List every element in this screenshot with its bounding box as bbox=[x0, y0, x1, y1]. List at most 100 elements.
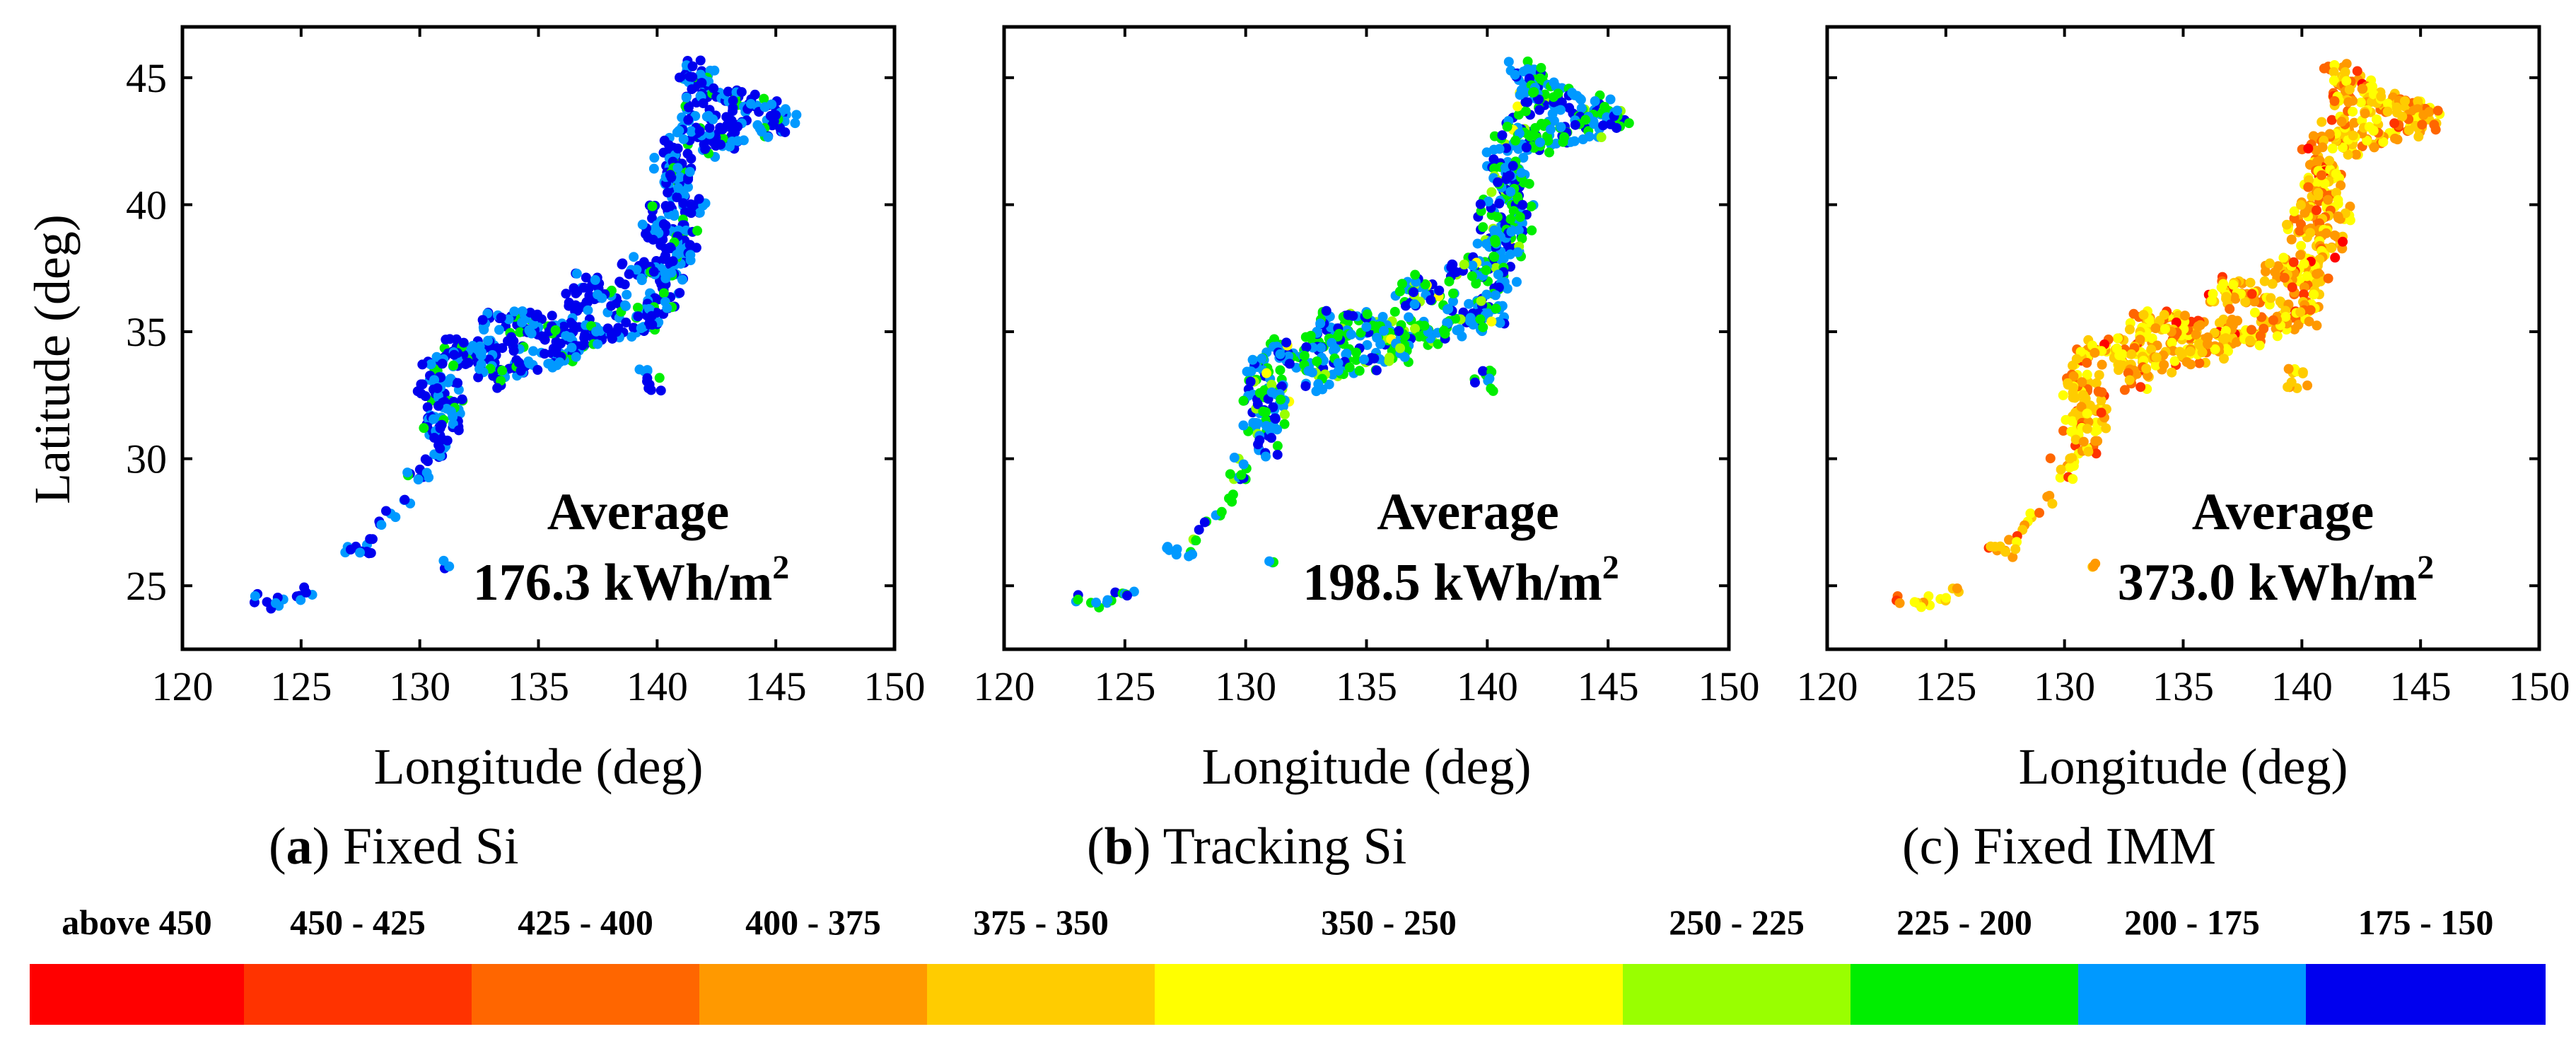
data-point bbox=[1503, 57, 1514, 67]
data-point bbox=[508, 345, 519, 356]
data-point bbox=[2255, 330, 2266, 341]
data-point bbox=[578, 340, 588, 351]
data-point bbox=[721, 112, 732, 122]
data-point bbox=[681, 92, 692, 103]
data-point bbox=[1478, 222, 1488, 233]
data-point bbox=[1312, 356, 1322, 366]
x-tick-label: 135 bbox=[2152, 663, 2214, 709]
data-point bbox=[1229, 453, 1240, 463]
data-point bbox=[1191, 535, 1201, 546]
data-point bbox=[1404, 312, 1414, 322]
data-point bbox=[2331, 187, 2341, 198]
legend-label: 225 - 200 bbox=[1896, 902, 2032, 942]
x-tick-label: 130 bbox=[389, 663, 450, 709]
data-point bbox=[2376, 91, 2386, 102]
data-point bbox=[365, 534, 375, 545]
data-point bbox=[2327, 144, 2338, 154]
data-point bbox=[2364, 122, 2374, 132]
data-point bbox=[2413, 132, 2424, 142]
data-point bbox=[1491, 303, 1501, 314]
data-point bbox=[642, 373, 653, 383]
data-point bbox=[1216, 506, 1227, 517]
data-point bbox=[550, 325, 561, 335]
data-point bbox=[1576, 103, 1587, 113]
data-point bbox=[2007, 552, 2018, 562]
data-point bbox=[2055, 472, 2065, 483]
data-point bbox=[684, 167, 695, 178]
data-point bbox=[722, 120, 733, 131]
data-point bbox=[1266, 433, 1276, 443]
data-point bbox=[672, 127, 682, 138]
data-point bbox=[1526, 201, 1537, 211]
data-point bbox=[528, 346, 539, 356]
legend-label: 200 - 175 bbox=[2124, 902, 2260, 942]
data-point bbox=[665, 170, 675, 180]
data-point bbox=[662, 303, 672, 313]
data-point bbox=[1483, 196, 1493, 207]
data-point bbox=[2232, 315, 2243, 326]
data-point bbox=[2056, 464, 2066, 475]
data-point bbox=[2159, 310, 2169, 320]
data-point bbox=[700, 144, 711, 154]
data-point bbox=[2348, 130, 2358, 141]
data-point bbox=[2091, 448, 2102, 459]
data-point bbox=[733, 122, 743, 132]
data-point bbox=[767, 99, 777, 110]
x-tick-label: 135 bbox=[1336, 663, 1397, 709]
data-point bbox=[1276, 394, 1286, 405]
data-point bbox=[2167, 337, 2177, 348]
data-point bbox=[2267, 279, 2278, 289]
data-point bbox=[2432, 105, 2443, 116]
data-point bbox=[1389, 306, 1400, 317]
data-point bbox=[1268, 402, 1278, 412]
data-point bbox=[1122, 591, 1133, 601]
caption-c: (c) Fixed IMM bbox=[1902, 818, 2216, 876]
data-point bbox=[581, 272, 591, 283]
data-point bbox=[2090, 347, 2100, 358]
data-point bbox=[1598, 120, 1609, 131]
data-point bbox=[2341, 76, 2352, 86]
data-point bbox=[1225, 469, 1235, 480]
x-tick-label: 145 bbox=[2390, 663, 2452, 709]
data-point bbox=[2112, 333, 2123, 344]
data-point bbox=[1894, 598, 1905, 608]
average-title: Average bbox=[2192, 483, 2374, 541]
data-point bbox=[1362, 339, 1372, 350]
data-point bbox=[433, 400, 444, 411]
data-point bbox=[547, 362, 558, 373]
data-point bbox=[433, 390, 443, 401]
data-point bbox=[636, 273, 647, 284]
data-point bbox=[572, 286, 583, 297]
data-point bbox=[2135, 382, 2146, 393]
data-point bbox=[728, 103, 738, 113]
data-point bbox=[2336, 117, 2347, 127]
data-point bbox=[1272, 449, 1283, 460]
data-point bbox=[2391, 102, 2402, 112]
data-point bbox=[1498, 253, 1509, 264]
data-point bbox=[2324, 156, 2335, 166]
data-point bbox=[1384, 356, 1394, 366]
data-point bbox=[637, 219, 648, 230]
data-point bbox=[1426, 295, 1436, 306]
data-point bbox=[2083, 446, 2094, 457]
data-point bbox=[1333, 366, 1344, 376]
data-point bbox=[2004, 535, 2015, 545]
data-point bbox=[2034, 508, 2045, 518]
data-point bbox=[2302, 380, 2313, 391]
data-point bbox=[1409, 287, 1419, 298]
data-point bbox=[2090, 426, 2100, 436]
data-point bbox=[1469, 377, 1480, 388]
data-point bbox=[2390, 133, 2401, 144]
data-point bbox=[1476, 296, 1486, 306]
data-point bbox=[614, 277, 625, 287]
data-point bbox=[675, 72, 685, 83]
data-point bbox=[2316, 170, 2327, 180]
data-point bbox=[1444, 276, 1455, 286]
data-point bbox=[2078, 436, 2089, 447]
data-point bbox=[683, 102, 694, 112]
data-point bbox=[2329, 66, 2339, 77]
data-point bbox=[1419, 320, 1430, 331]
data-point bbox=[2119, 385, 2130, 395]
data-point bbox=[2312, 269, 2322, 279]
